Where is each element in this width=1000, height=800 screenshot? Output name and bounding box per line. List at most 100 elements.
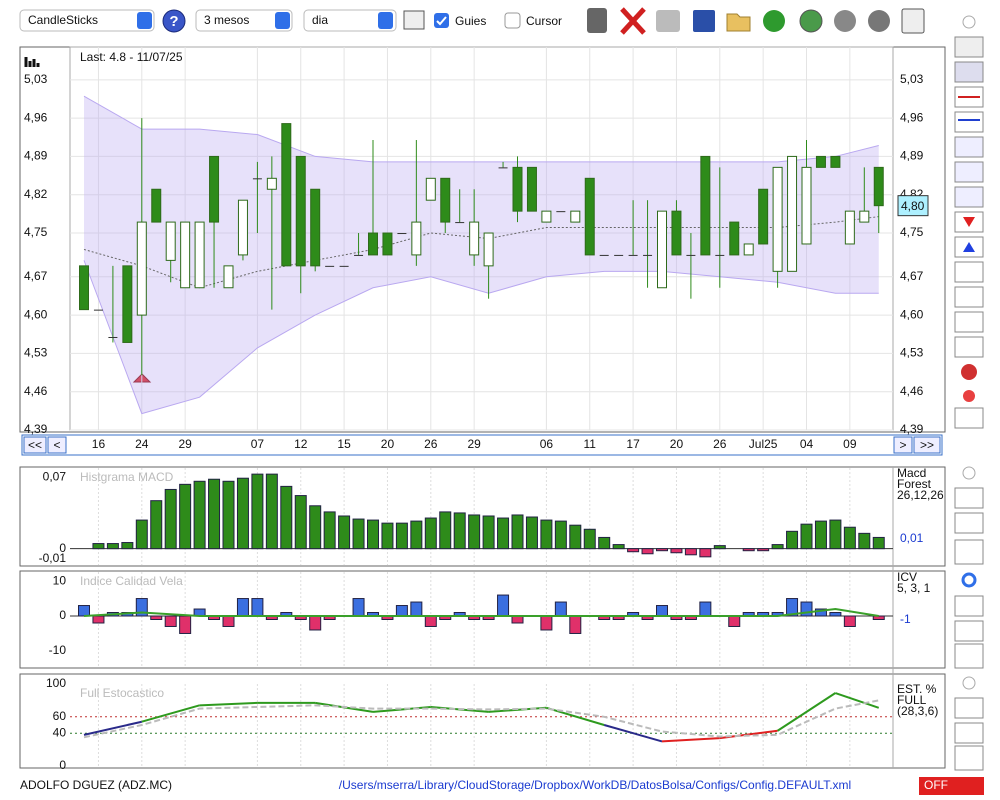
bar <box>800 601 813 617</box>
y-tick-label: 100 <box>46 676 66 690</box>
y-tick-label: 4,53 <box>24 346 48 360</box>
sum-button[interactable] <box>954 186 984 208</box>
delete-button[interactable] <box>620 7 646 35</box>
swap-button[interactable] <box>954 407 984 429</box>
k-segment <box>661 737 720 743</box>
bar <box>395 605 408 617</box>
side-label: 5, 3, 1 <box>897 581 931 595</box>
candle-body <box>758 188 769 245</box>
scale-button[interactable] <box>954 311 984 333</box>
bar <box>410 601 423 617</box>
curve-button[interactable] <box>954 745 984 771</box>
panel-title: Indice Calidad Vela <box>80 574 183 588</box>
levels-button[interactable] <box>954 286 984 308</box>
sidebar <box>954 36 984 771</box>
y-tick-label: 4,82 <box>24 187 48 201</box>
signals-button[interactable] <box>954 261 984 283</box>
candle-body <box>512 166 523 212</box>
stop-button[interactable] <box>961 364 977 380</box>
bar <box>656 548 668 552</box>
radio[interactable] <box>962 676 976 690</box>
trend-button[interactable] <box>954 161 984 183</box>
last-button[interactable] <box>913 436 941 454</box>
period-select[interactable] <box>195 9 293 32</box>
bar <box>150 500 163 550</box>
cursor-label: Cursor <box>526 14 562 28</box>
trash-button[interactable] <box>587 8 607 33</box>
bar <box>598 536 611 550</box>
refresh-button[interactable] <box>763 10 785 32</box>
stoch-panel <box>19 673 946 769</box>
radio[interactable] <box>962 15 976 29</box>
print-button[interactable] <box>656 10 680 32</box>
status-box[interactable] <box>919 777 984 795</box>
percent-button[interactable] <box>954 512 984 534</box>
bar <box>829 612 842 617</box>
config-path[interactable]: /Users/mserra/Library/CloudStorage/Dropb… <box>339 778 851 792</box>
interval-select[interactable] <box>303 9 397 32</box>
last-info: Last: 4.8 - 11/07/25 <box>80 50 183 64</box>
bar <box>352 598 365 617</box>
zoom-button[interactable] <box>954 36 984 58</box>
candle-body <box>411 221 422 256</box>
settings-button[interactable] <box>868 10 890 32</box>
bar <box>511 514 524 550</box>
bar <box>757 548 770 552</box>
chart-type: CandleSticks <box>28 13 98 27</box>
arrows-button[interactable] <box>954 595 984 617</box>
candle-body <box>180 221 191 289</box>
y-tick-label-right: 4,60 <box>900 307 924 321</box>
bar <box>439 511 452 550</box>
next-button[interactable] <box>893 436 913 454</box>
bar <box>352 518 365 550</box>
candle-body <box>584 177 595 256</box>
record-button[interactable] <box>963 390 975 402</box>
k-segment <box>83 720 143 736</box>
candle-body <box>671 210 682 256</box>
radio[interactable] <box>962 466 976 480</box>
icv-panel <box>19 570 946 669</box>
percent-button[interactable] <box>954 620 984 642</box>
open-button[interactable] <box>726 13 751 32</box>
curve-button[interactable] <box>954 643 984 669</box>
currency-button[interactable] <box>834 10 856 32</box>
symbol: ADOLFO DGUEZ (ADZ.MC) <box>20 778 172 792</box>
candle-body <box>354 254 364 256</box>
candle-body <box>252 178 262 180</box>
calendar-button[interactable] <box>901 8 925 34</box>
x-tick-label: 29 <box>178 437 192 451</box>
k-segment <box>141 704 200 723</box>
curve-button[interactable] <box>954 539 984 565</box>
candle-body <box>325 265 335 267</box>
candle-body <box>237 199 248 256</box>
candle-body <box>614 254 624 256</box>
candle-body <box>830 155 841 168</box>
save-button[interactable] <box>693 10 715 32</box>
arrows-button[interactable] <box>954 487 984 509</box>
indicator-button[interactable] <box>954 61 984 83</box>
percent-button[interactable] <box>954 336 984 358</box>
candle-body <box>455 222 465 224</box>
candle-body <box>801 166 812 245</box>
cursor-checkbox[interactable] <box>504 12 521 29</box>
prev-button[interactable] <box>47 436 67 454</box>
chart-icon[interactable] <box>403 10 425 30</box>
first-label: << <box>28 438 42 452</box>
radio-selected[interactable] <box>961 572 977 588</box>
percent-button[interactable] <box>954 722 984 744</box>
help-button[interactable] <box>162 9 186 33</box>
guides-checkbox[interactable] <box>434 13 449 28</box>
bar <box>424 615 437 627</box>
candle-body <box>108 336 118 338</box>
first-button[interactable] <box>23 436 47 454</box>
update-button[interactable] <box>799 9 823 33</box>
y-tick-label-right: 4,67 <box>900 269 924 283</box>
arrows-button[interactable] <box>954 697 984 719</box>
blue-line-button[interactable] <box>954 111 984 133</box>
bar <box>164 615 177 627</box>
x-tick-label: 15 <box>337 437 351 451</box>
chart-type-select[interactable] <box>19 9 155 32</box>
channel-button[interactable] <box>954 136 984 158</box>
candle-body <box>700 155 711 256</box>
y-tick-label: -10 <box>49 643 67 657</box>
